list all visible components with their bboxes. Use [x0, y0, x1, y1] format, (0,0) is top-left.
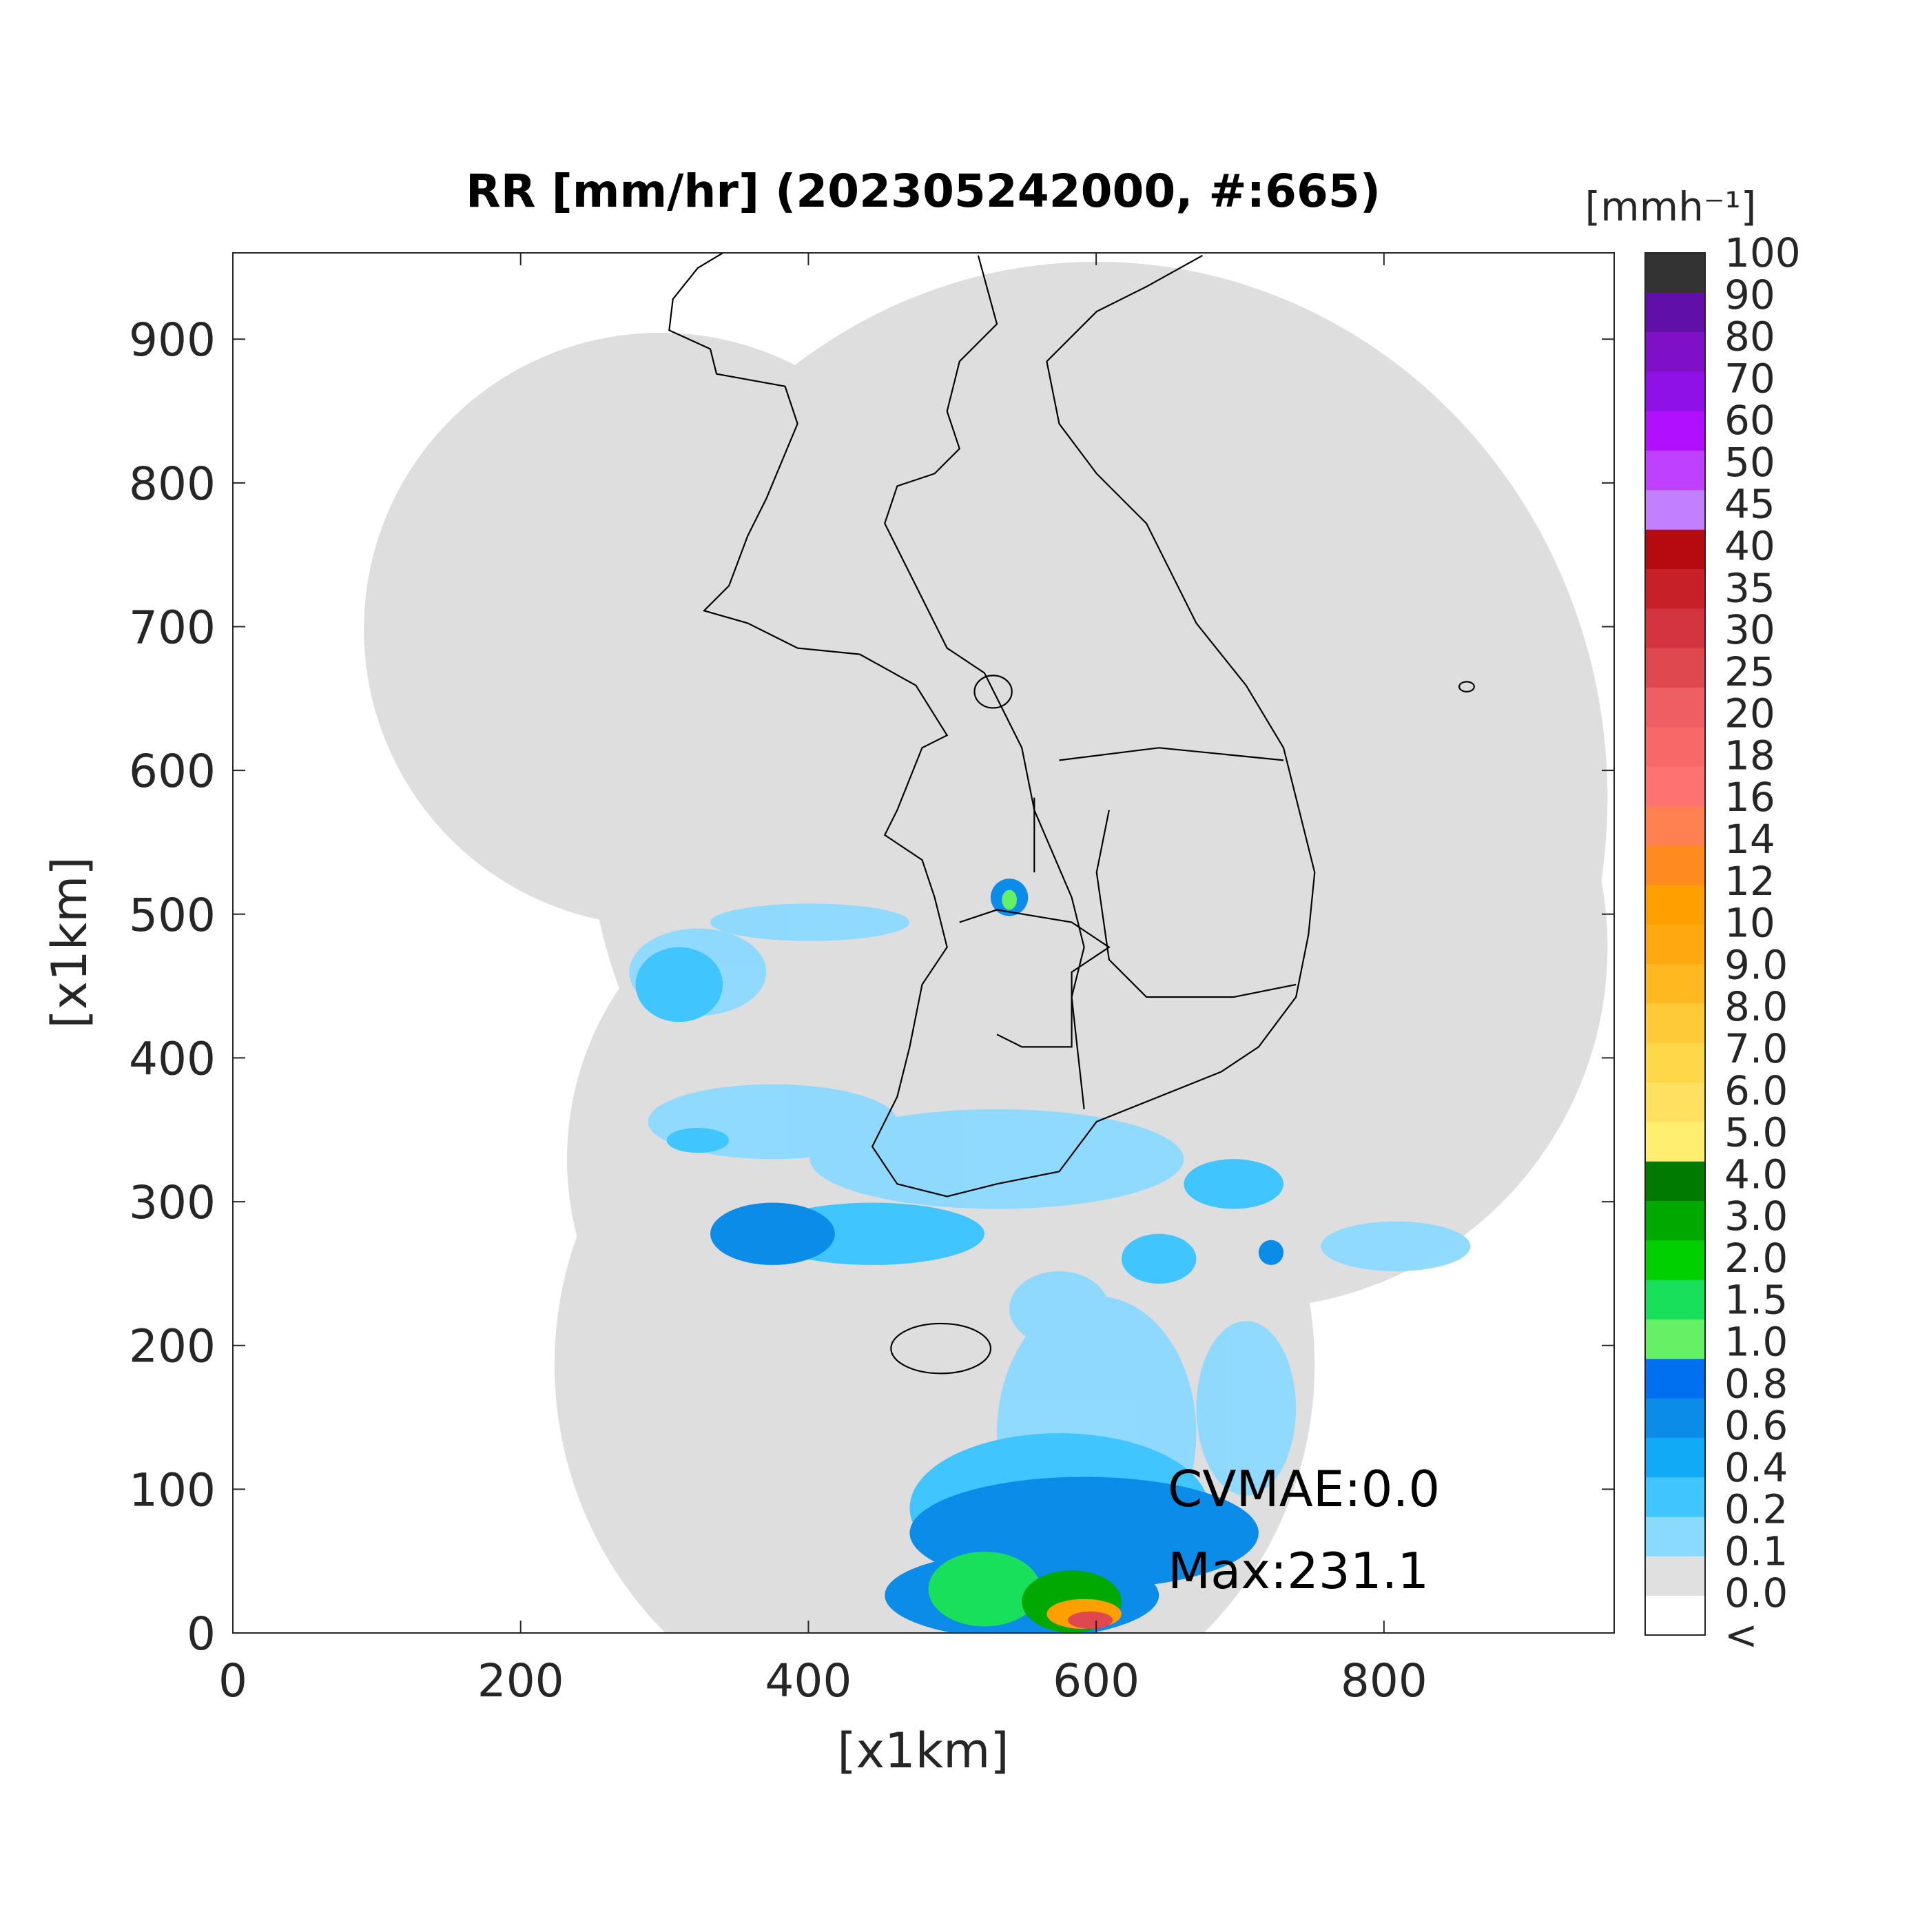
colorbar-label: 1.0	[1724, 1318, 1788, 1365]
y-tick-label: 200	[129, 1320, 216, 1373]
colorbar-label: 20	[1724, 690, 1775, 737]
colorbar-bin	[1645, 1319, 1705, 1359]
y-tick-label: 600	[129, 745, 216, 798]
colorbar-label: 0.4	[1724, 1444, 1788, 1491]
colorbar-bin	[1645, 963, 1705, 1004]
colorbar-bin	[1645, 1477, 1705, 1517]
colorbar-bin	[1645, 1437, 1705, 1478]
colorbar-label: 0.2	[1724, 1486, 1788, 1533]
colorbar-bin	[1645, 1042, 1705, 1083]
colorbar-bin	[1645, 766, 1705, 806]
plot-frame	[232, 252, 1615, 1634]
rain-intense	[928, 890, 1122, 1633]
y-tick-label: 700	[129, 601, 216, 654]
colorbar-bin	[1645, 411, 1705, 451]
colorbar-label: 50	[1724, 439, 1775, 486]
x-tick-label: 600	[1053, 1654, 1139, 1707]
y-axis-label: [x1km]	[41, 856, 98, 1028]
colorbar-bin	[1645, 1556, 1705, 1596]
colorbar-label: 1.5	[1724, 1277, 1788, 1324]
colorbar-bin	[1645, 1358, 1705, 1399]
colorbar-label: 90	[1724, 271, 1775, 318]
colorbar-label: 9.0	[1724, 941, 1788, 988]
colorbar-bin	[1645, 687, 1705, 728]
x-tick-label: 200	[477, 1654, 564, 1707]
annotation: CVMAE:0.0	[1168, 1460, 1440, 1518]
colorbar-label: 35	[1724, 564, 1775, 611]
x-tick-label: 400	[765, 1654, 852, 1707]
colorbar-bin	[1645, 1082, 1705, 1122]
colorbar-bin	[1645, 1280, 1705, 1319]
colorbar-label: 14	[1724, 816, 1775, 863]
chart-title: RR [mm/hr] (202305242000, #:665)	[466, 165, 1381, 218]
colorbar-label: 4.0	[1724, 1151, 1788, 1198]
colorbar-label: 10	[1724, 900, 1775, 947]
y-tick-label: 100	[129, 1463, 216, 1517]
colorbar-label: 25	[1724, 648, 1775, 695]
map	[364, 253, 1608, 1633]
colorbar-label: 12	[1724, 858, 1775, 905]
colorbar-bin	[1645, 845, 1705, 885]
colorbar-bin	[1645, 1121, 1705, 1162]
colorbar-label: 3.0	[1724, 1193, 1788, 1240]
colorbar-label: <	[1724, 1612, 1758, 1658]
colorbar-bin	[1645, 1200, 1705, 1241]
colorbar-bin	[1645, 450, 1705, 491]
colorbar-bin	[1645, 489, 1705, 530]
colorbar-bin	[1645, 1003, 1705, 1043]
colorbar-bin	[1645, 1161, 1705, 1202]
x-tick-label: 0	[218, 1654, 247, 1707]
y-tick-label: 400	[129, 1032, 216, 1085]
y-tick-label: 900	[129, 314, 216, 367]
colorbar-label: 100	[1724, 229, 1801, 276]
colorbar-label: 0.8	[1724, 1360, 1788, 1407]
colorbar-bin	[1645, 924, 1705, 965]
colorbar-bin	[1645, 608, 1705, 648]
y-tick-label: 0	[187, 1607, 216, 1661]
colorbar-bin	[1645, 568, 1705, 609]
colorbar-label: 18	[1724, 732, 1775, 779]
colorbar-bin	[1645, 1398, 1705, 1438]
colorbar-label: 70	[1724, 355, 1775, 402]
colorbar-label: 8.0	[1724, 983, 1788, 1030]
colorbar-label: 30	[1724, 606, 1775, 653]
colorbar-bin	[1645, 885, 1705, 925]
colorbar-label: 16	[1724, 774, 1775, 821]
colorbar-label: 60	[1724, 397, 1775, 444]
x-axis-label: [x1km]	[837, 1723, 1009, 1779]
colorbar-label: 6.0	[1724, 1067, 1788, 1114]
colorbar-bin	[1645, 1517, 1705, 1556]
colorbar-bin	[1645, 529, 1705, 570]
colorbar-label: 0.6	[1724, 1402, 1788, 1449]
colorbar-bin	[1645, 331, 1705, 372]
colorbar-label: 0.1	[1724, 1528, 1788, 1574]
colorbar-bin	[1645, 1595, 1705, 1636]
colorbar-bin	[1645, 805, 1705, 846]
y-tick-label: 300	[129, 1176, 216, 1229]
colorbar-label: 0.0	[1724, 1570, 1788, 1616]
x-tick-label: 800	[1341, 1654, 1427, 1707]
coastline	[668, 253, 1475, 1375]
colorbar-bin	[1645, 648, 1705, 688]
colorbar-bin	[1645, 726, 1705, 767]
colorbar-label: 5.0	[1724, 1109, 1788, 1156]
colorbar-frame	[1644, 252, 1706, 1636]
annotation: Max:231.1	[1168, 1542, 1429, 1600]
colorbar-bin	[1645, 1240, 1705, 1280]
colorbar-bin	[1645, 253, 1705, 293]
colorbar-bin	[1645, 292, 1705, 333]
map-layer	[364, 253, 1608, 1633]
colorbar-label: 7.0	[1724, 1025, 1788, 1072]
colorbar-label: 40	[1724, 523, 1775, 570]
colorbar-label: 2.0	[1724, 1235, 1788, 1282]
colorbar-title: [mmh⁻¹]	[1585, 183, 1757, 230]
y-tick-label: 800	[129, 458, 216, 511]
colorbar-label: 45	[1724, 481, 1775, 528]
colorbar-bin	[1645, 371, 1705, 411]
y-tick-label: 500	[129, 889, 216, 942]
colorbar-label: 80	[1724, 314, 1775, 360]
